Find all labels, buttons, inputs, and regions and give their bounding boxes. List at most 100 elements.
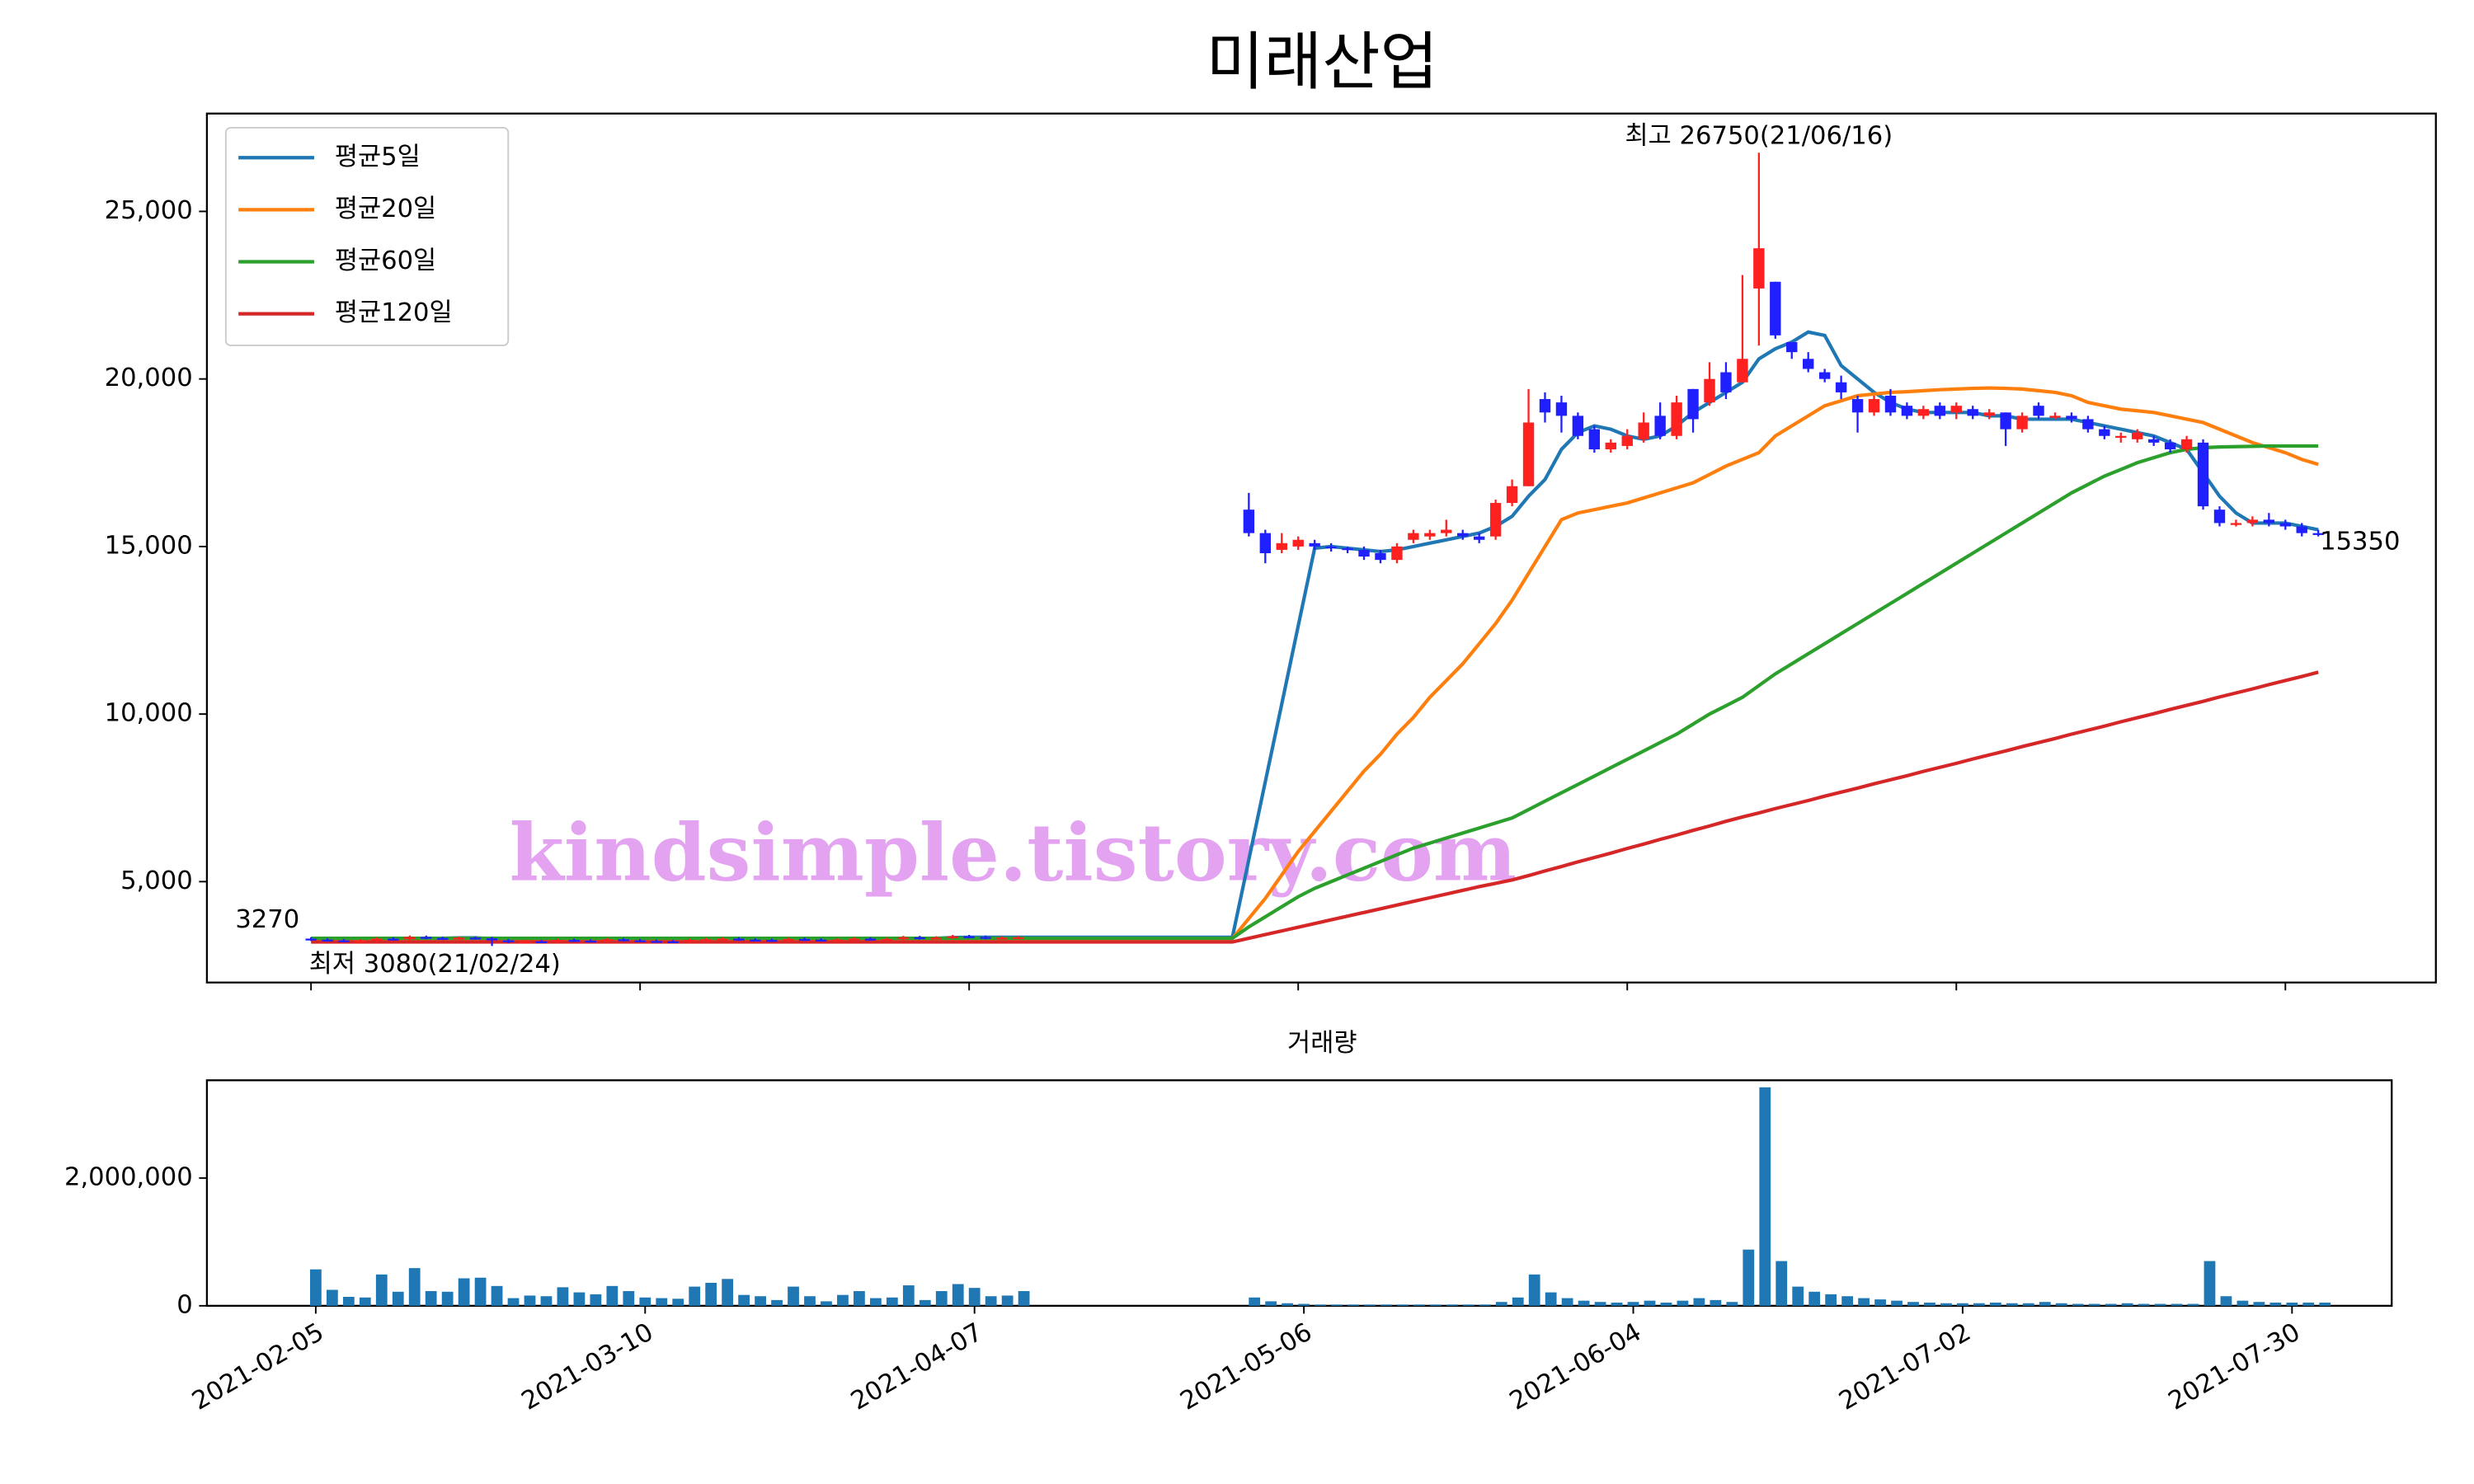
volume-bar [1364, 1304, 1376, 1306]
candle-body [2279, 523, 2291, 527]
volume-bar [804, 1296, 816, 1306]
candle-body [1375, 553, 1386, 561]
volume-bar [540, 1296, 553, 1306]
volume-bar [1611, 1302, 1623, 1306]
volume-bar [392, 1291, 404, 1306]
candle-body [831, 939, 844, 942]
candle-body [1786, 341, 1798, 353]
candle-body [322, 939, 333, 942]
candle-body [667, 941, 679, 944]
volume-bar [2236, 1300, 2249, 1306]
candle-body [355, 940, 366, 943]
volume-bar [1644, 1300, 1656, 1306]
volume-bar [1545, 1292, 1557, 1306]
volume-bar [2138, 1303, 2150, 1306]
candle-body [585, 940, 597, 943]
candle-body [1868, 399, 1880, 413]
volume-bar [1792, 1286, 1804, 1306]
volume-bar [623, 1291, 635, 1306]
volume-bar [656, 1298, 668, 1306]
candle-body [1917, 409, 1930, 416]
volume-bar [952, 1284, 964, 1306]
candle-body [305, 938, 317, 941]
volume-bar [1874, 1299, 1886, 1306]
candle-body [1818, 372, 1831, 379]
candle-body [1654, 416, 1666, 436]
candle-body [1358, 549, 1370, 557]
volume-bar [2286, 1302, 2298, 1306]
volume-bar [1776, 1261, 1788, 1306]
candle-body [1770, 281, 1781, 336]
volume-bar [968, 1288, 981, 1306]
candle-body [338, 940, 350, 942]
candle-body [2132, 432, 2143, 439]
volume-bar [2039, 1302, 2051, 1306]
watermark: kindsimple.tistory.com [510, 805, 1517, 899]
candle-body [519, 941, 531, 944]
candle-body [469, 937, 482, 940]
volume-bar [837, 1294, 849, 1306]
volume-bar [1825, 1294, 1837, 1306]
volume-bar [1001, 1295, 1014, 1306]
volume-bar [1331, 1304, 1343, 1306]
volume-bar [1841, 1296, 1854, 1306]
candle-body [766, 940, 778, 942]
volume-bar [788, 1286, 799, 1306]
volume-bar [557, 1287, 569, 1306]
candle-body [1276, 542, 1287, 550]
candle-body [1638, 422, 1649, 439]
candle-body [881, 938, 893, 942]
candle-body [1901, 406, 1913, 416]
candle-body [897, 937, 910, 940]
volume-bar [2319, 1302, 2331, 1306]
legend-label: 평균5일 [335, 143, 421, 171]
volume-bar [474, 1277, 487, 1306]
y-tick-label: 5,000 [120, 866, 193, 895]
candle-body [437, 937, 449, 940]
candle-body [684, 940, 695, 942]
volume-bar [1249, 1297, 1261, 1306]
volume-bar [1265, 1301, 1277, 1306]
candle-body [486, 938, 498, 941]
volume-bar [326, 1289, 338, 1306]
candle-body [601, 939, 613, 942]
volume-bar [1858, 1298, 1870, 1306]
candle-body [2147, 439, 2160, 443]
volume-bar [573, 1292, 586, 1306]
candle-body [717, 938, 728, 941]
volume-bar [2154, 1303, 2166, 1306]
volume-bar [441, 1291, 454, 1306]
candle-body [2296, 526, 2307, 533]
candle-body [980, 937, 991, 939]
candle-body [1851, 399, 1864, 413]
candle-body [371, 938, 383, 941]
candle-body [1934, 406, 1946, 416]
candle-body [1309, 542, 1320, 547]
candle-body [404, 937, 416, 940]
volume-bar [2022, 1303, 2034, 1306]
volume-bar [1726, 1302, 1738, 1306]
volume-bar [886, 1297, 898, 1306]
y-tick-label: 0 [176, 1290, 192, 1319]
candle-body [535, 941, 548, 944]
legend-label: 평균120일 [335, 298, 453, 327]
volume-bar [1561, 1298, 1573, 1306]
y-tick-label: 2,000,000 [64, 1162, 193, 1191]
volume-bar [310, 1269, 322, 1306]
annotation: 15350 [2320, 528, 2400, 556]
volume-bar [1693, 1298, 1705, 1306]
candle-body [1013, 937, 1024, 940]
volume-bar [2088, 1303, 2100, 1306]
volume-bar [1528, 1274, 1540, 1306]
volume-bar [1512, 1297, 1524, 1306]
candle-body [1473, 536, 1485, 540]
candle-body [1441, 529, 1452, 533]
candle-body [1687, 388, 1699, 420]
volume-bar [342, 1296, 355, 1306]
candle-body [2000, 412, 2011, 430]
volume-bar [1429, 1304, 1442, 1306]
candle-body [864, 938, 877, 941]
axes-frame [205, 112, 2437, 984]
annotation: 최고 26750(21/06/16) [1625, 122, 1893, 151]
legend-box [224, 126, 510, 346]
